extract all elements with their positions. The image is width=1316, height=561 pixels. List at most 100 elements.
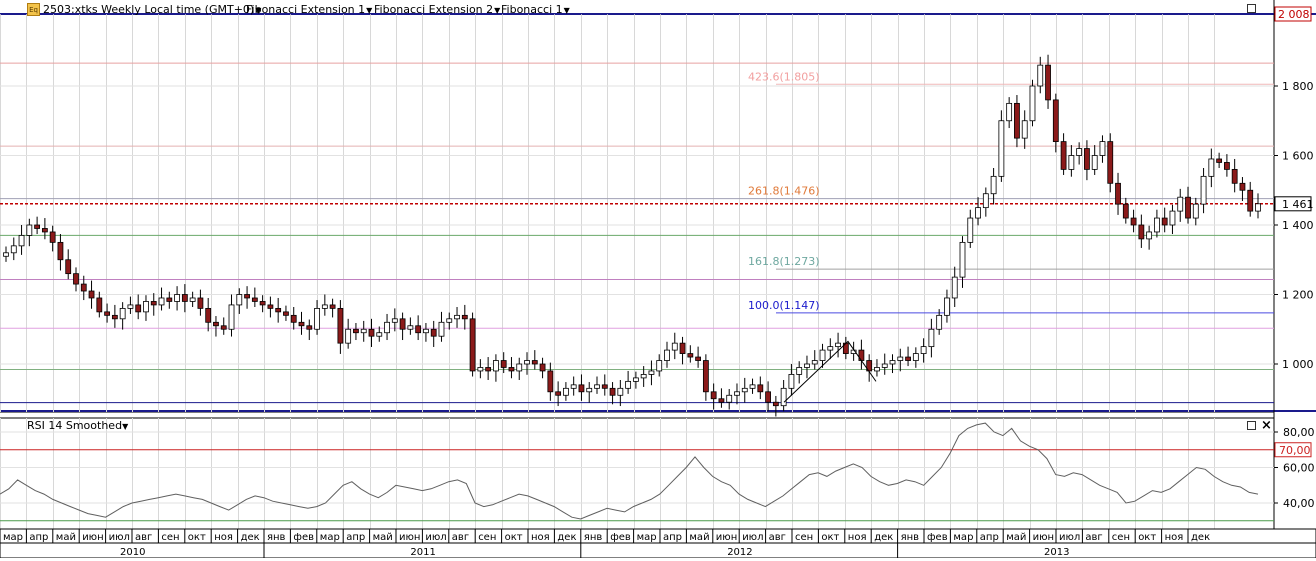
month-label: окт	[188, 532, 206, 543]
symbol-icon[interactable]: Eq	[27, 3, 40, 16]
month-label: ноя	[214, 532, 233, 543]
candle-down	[702, 360, 709, 393]
price-pane-frame	[0, 13, 1275, 413]
candle-up	[625, 380, 632, 389]
candle-up	[1146, 231, 1153, 240]
candle-up	[189, 297, 196, 302]
candle-up	[1208, 158, 1215, 177]
study-fib-extension-2[interactable]: Fibonacci Extension 2▼	[374, 3, 500, 17]
candle-down	[1045, 64, 1051, 101]
candle-down	[765, 391, 771, 403]
price-tick-label: 1 000	[1282, 358, 1314, 371]
candle-down	[531, 360, 538, 365]
rsi-tick-label: 80,00	[1283, 426, 1315, 439]
year-label: 2013	[1044, 547, 1069, 558]
candle-up	[119, 307, 126, 320]
candle-up	[640, 374, 647, 379]
candle-down	[1122, 203, 1129, 219]
candle-down	[1060, 141, 1067, 170]
year-label: 2012	[727, 547, 752, 558]
rsi-series-line	[0, 422, 1259, 520]
close-rsi-pane-icon[interactable]: ×	[1261, 418, 1272, 433]
month-label: янв	[584, 532, 603, 543]
candle-down	[679, 342, 686, 354]
month-label: июн	[716, 532, 737, 543]
rsi-label: RSI 14 Smoothed	[27, 419, 123, 432]
candle-up	[477, 367, 484, 372]
month-label: апр	[29, 532, 48, 543]
candle-down	[135, 304, 142, 313]
candle-down	[88, 290, 95, 299]
candle-up	[827, 346, 834, 351]
candle-up	[570, 384, 577, 389]
month-label: янв	[267, 532, 286, 543]
month-label: июл	[425, 532, 446, 543]
fib-level-label: 261.8(1.476)	[748, 185, 820, 198]
candle-down	[695, 356, 701, 361]
year-label: 2010	[120, 547, 145, 558]
rsi-pane-frame	[0, 417, 1275, 530]
month-label: май	[373, 532, 393, 543]
rsi-study-dropdown[interactable]: RSI 14 Smoothed▼	[27, 419, 128, 433]
candle-down	[718, 398, 725, 403]
candle-down	[1107, 141, 1114, 184]
candle-up	[944, 297, 950, 316]
candle-up	[897, 356, 904, 361]
rsi-tick-label: 60,00	[1283, 462, 1315, 475]
month-label: апр	[346, 532, 365, 543]
month-label: дек	[874, 532, 893, 543]
month-label: сен	[161, 532, 179, 543]
candle-up	[982, 193, 989, 209]
candle-up	[1037, 64, 1044, 87]
candle-up	[1006, 102, 1013, 122]
month-label: окт	[505, 532, 523, 543]
month-label: май	[56, 532, 76, 543]
candle-down	[41, 228, 48, 233]
candle-up	[314, 307, 320, 330]
fib-level-label: 423.6(1.805)	[748, 70, 820, 83]
candle-down	[1052, 99, 1059, 143]
candle-up	[881, 363, 888, 368]
candle-down	[275, 307, 282, 313]
maximize-price-pane-icon[interactable]	[1247, 4, 1256, 13]
candle-up	[912, 353, 919, 361]
candle-down	[1138, 224, 1145, 240]
current-price-box	[1274, 196, 1312, 212]
candle-down	[415, 325, 422, 334]
rsi-tick-label: 40,00	[1283, 497, 1315, 510]
candle-up	[18, 235, 25, 247]
candle-up	[959, 241, 966, 278]
candle-up	[1200, 175, 1207, 205]
candle-up	[648, 370, 655, 375]
candle-down	[1239, 182, 1246, 191]
chart-title-dropdown[interactable]: 2503:xtks Weekly Local time (GMT+0)▼	[43, 3, 261, 17]
candle-down	[306, 325, 313, 330]
candle-up	[975, 207, 981, 219]
year-label: 2011	[410, 547, 435, 558]
candle-up	[407, 325, 414, 330]
candle-up	[143, 301, 149, 313]
price-tick-label: 1 400	[1282, 219, 1314, 232]
study-fibonacci-1[interactable]: Fibonacci 1▼	[501, 3, 570, 17]
month-label: май	[1006, 532, 1026, 543]
candle-up	[788, 374, 795, 389]
candle-up	[990, 175, 997, 195]
maximize-rsi-pane-icon[interactable]	[1247, 421, 1256, 430]
candle-up	[726, 394, 733, 403]
month-label: фев	[293, 532, 314, 543]
study-fib-extension-1[interactable]: Fibonacci Extension 1▼	[246, 3, 372, 17]
candle-down	[1115, 182, 1121, 205]
month-label: дек	[1191, 532, 1210, 543]
chevron-down-icon: ▼	[122, 422, 129, 431]
candle-down	[539, 363, 546, 372]
month-label: сен	[478, 532, 496, 543]
candle-up	[174, 294, 180, 302]
candle-down	[290, 314, 297, 323]
price-tick-label: 1 800	[1282, 80, 1314, 93]
candle-up	[928, 328, 935, 348]
candle-up	[1068, 155, 1075, 170]
month-label: июл	[742, 532, 763, 543]
month-label: авг	[452, 532, 469, 543]
